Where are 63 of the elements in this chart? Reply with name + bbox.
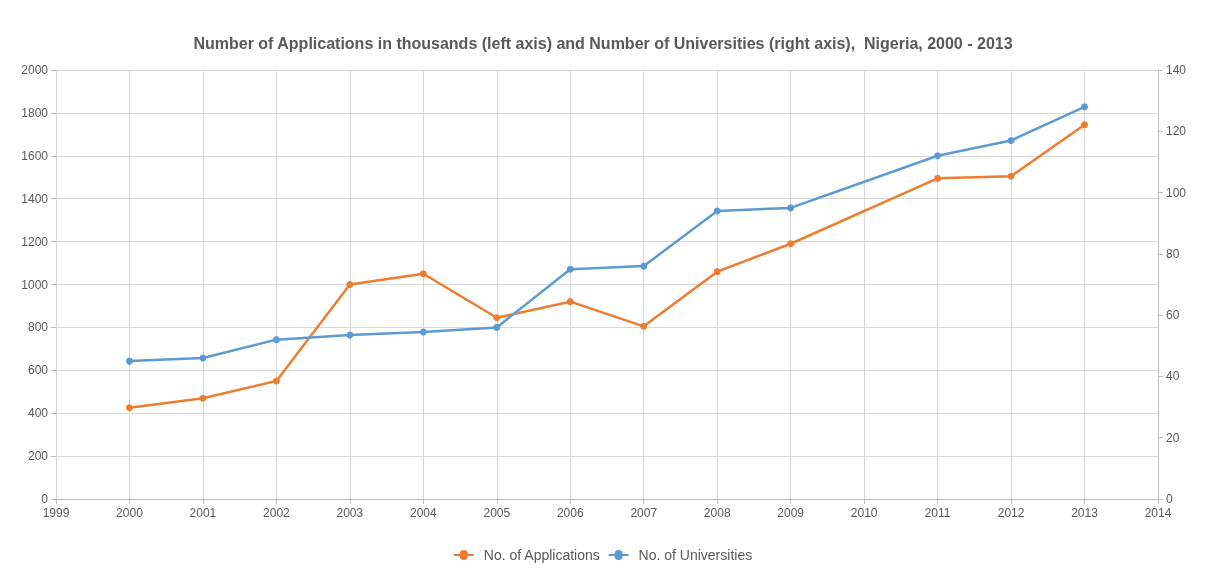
y-tick-label: 1200 — [21, 234, 49, 249]
point — [346, 281, 354, 288]
y2-tick-label: 60 — [1166, 308, 1180, 323]
x-tick-label: 2007 — [630, 506, 658, 520]
point — [1081, 121, 1089, 129]
point — [1007, 172, 1015, 180]
x-tick-label: 2004 — [409, 506, 437, 520]
point — [934, 174, 942, 182]
x-tick-label: 2009 — [777, 506, 805, 520]
point — [566, 298, 574, 306]
point — [125, 357, 133, 365]
point — [787, 240, 795, 248]
point — [493, 323, 501, 331]
point — [419, 328, 427, 336]
x-tick-label: 2006 — [556, 506, 584, 520]
y2-tick-label: 120 — [1166, 124, 1187, 139]
y-tick-label: 400 — [27, 406, 49, 421]
point — [493, 314, 501, 322]
x-tick-label: 2001 — [189, 506, 217, 520]
y2-tick-label: 100 — [1166, 185, 1187, 200]
y-tick-label: 1400 — [21, 191, 49, 206]
point — [934, 152, 942, 160]
point — [272, 336, 280, 344]
point — [640, 322, 648, 330]
y2-tick-label: 140 — [1166, 63, 1187, 77]
y-tick-label: 200 — [27, 449, 49, 464]
x-tick-label: 2010 — [850, 506, 878, 520]
y2-tick-label: 20 — [1166, 430, 1180, 445]
y2-tick-label: 80 — [1166, 246, 1180, 261]
y2-tick-label: 40 — [1166, 369, 1180, 384]
y-tick-label: 600 — [27, 363, 49, 378]
point — [566, 265, 574, 273]
point — [787, 204, 795, 212]
x-tick-label: 2014 — [1144, 506, 1172, 520]
y-tick-label: 1800 — [21, 105, 49, 120]
point — [640, 262, 648, 270]
point — [272, 377, 280, 385]
legend-label: No. of Applications — [483, 547, 600, 563]
legend-label: No. of Universities — [638, 547, 753, 563]
x-tick-label: 2011 — [924, 506, 951, 520]
x-tick-label: 2008 — [703, 506, 731, 520]
y-tick-label: 1600 — [21, 148, 49, 163]
y-tick-label: 2000 — [21, 63, 49, 77]
point — [713, 207, 721, 215]
point — [419, 270, 427, 278]
y-tick-label: 800 — [27, 320, 49, 335]
x-tick-label: 2002 — [263, 506, 291, 520]
y-tick-label: 0 — [41, 492, 49, 506]
point — [125, 404, 133, 412]
x-tick-label: 2013 — [1071, 506, 1099, 520]
point — [1007, 136, 1015, 144]
point — [199, 394, 207, 402]
y2-tick-label: 0 — [1166, 492, 1173, 506]
point — [713, 268, 721, 276]
x-tick-label: 2000 — [116, 506, 144, 520]
x-tick-label: 1999 — [42, 506, 70, 520]
chart-title: Number of Applications in thousands (left axis) and Number of Universities (right axis), Nigeria, 2000 - 2013 — [193, 34, 1013, 52]
x-tick-label: 2003 — [336, 506, 364, 520]
point — [346, 331, 354, 339]
x-tick-label: 2012 — [997, 506, 1025, 520]
y-tick-label: 1000 — [21, 277, 49, 292]
point — [1081, 103, 1089, 111]
x-tick-label: 2005 — [483, 506, 511, 520]
